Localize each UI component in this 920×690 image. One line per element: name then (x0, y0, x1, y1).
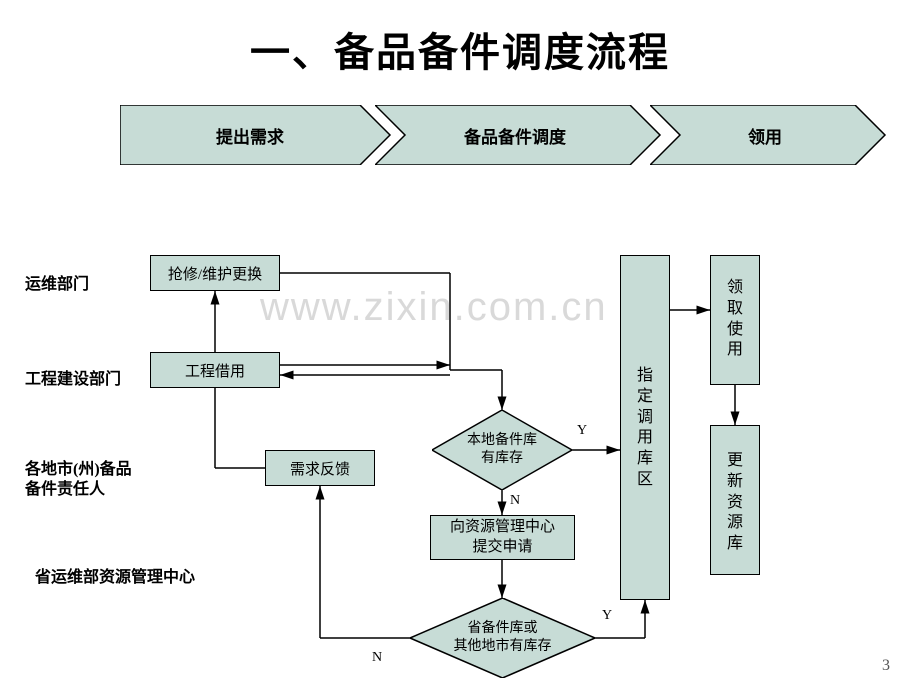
chevron-3: 领用 (650, 105, 880, 165)
chevron-1: 提出需求 (120, 105, 380, 165)
lane-prov: 省运维部资源管理中心 (35, 563, 195, 587)
diamond-prov-label: 省备件库或 其他地市有库存 (410, 598, 595, 678)
label-n1: N (510, 493, 520, 509)
diamond-local-label: 本地备件库 有库存 (432, 410, 572, 490)
watermark: www.zixin.com.cn (260, 285, 608, 330)
box-submit: 向资源管理中心 提交申请 (430, 515, 575, 560)
lane-city2: 备件责任人 (25, 475, 105, 499)
chevron-3-label: 领用 (650, 123, 880, 148)
box-zone-label: 指定调用库区 (621, 366, 669, 491)
box-repair: 抢修/维护更换 (150, 255, 280, 291)
chevron-1-label: 提出需求 (120, 123, 380, 148)
box-zone: 指定调用库区 (620, 255, 670, 600)
diamond-local: 本地备件库 有库存 (432, 410, 572, 490)
page-number: 3 (882, 657, 890, 675)
label-y2: Y (602, 608, 612, 624)
chevron-2-label: 备品备件调度 (375, 123, 655, 148)
label-y1: Y (577, 423, 587, 439)
chevron-2: 备品备件调度 (375, 105, 655, 165)
chevron-row: 提出需求 备品备件调度 领用 (120, 105, 900, 165)
box-use: 领取使用 (710, 255, 760, 385)
diamond-prov: 省备件库或 其他地市有库存 (410, 598, 595, 678)
page-title: 一、备品备件调度流程 (0, 20, 920, 78)
box-feedback: 需求反馈 (265, 450, 375, 486)
box-borrow: 工程借用 (150, 352, 280, 388)
box-use-label: 领取使用 (711, 278, 759, 361)
lane-eng: 工程建设部门 (25, 365, 121, 389)
box-update: 更新资源库 (710, 425, 760, 575)
lane-ops: 运维部门 (25, 270, 89, 294)
label-n2: N (372, 650, 382, 666)
box-update-label: 更新资源库 (711, 451, 759, 555)
